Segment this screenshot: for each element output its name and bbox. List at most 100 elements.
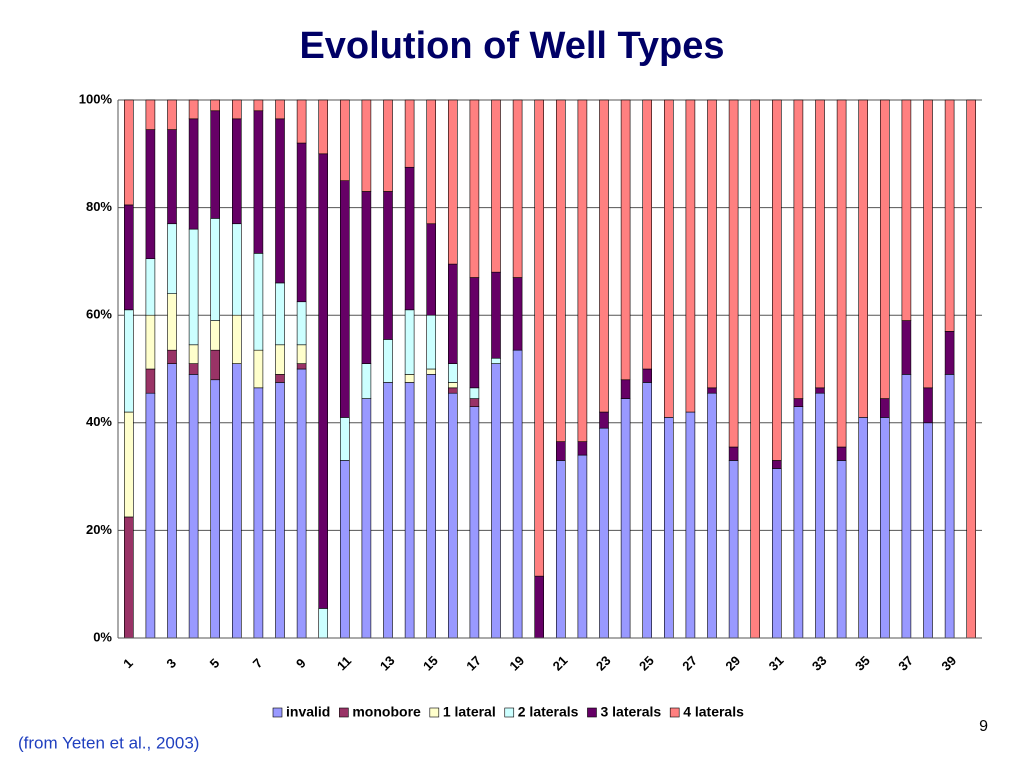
x-tick-label: 15	[420, 653, 441, 674]
x-tick-label: 3	[163, 655, 179, 671]
bar-segment	[339, 180, 350, 418]
x-tick-label: 23	[593, 653, 614, 674]
bar-segment	[145, 314, 156, 370]
legend-label: monobore	[352, 704, 421, 720]
bar-segment	[404, 382, 415, 639]
bar-segment	[275, 374, 285, 383]
legend-label: invalid	[286, 704, 330, 720]
x-tick-label: 21	[550, 653, 571, 674]
bar-segment	[469, 398, 480, 407]
y-tick-label: 100%	[79, 91, 113, 106]
bar-segment	[210, 349, 220, 381]
bar-segment	[642, 99, 653, 370]
bar-segment	[124, 204, 134, 311]
bar-segment	[253, 99, 264, 112]
bar-segment	[167, 363, 177, 639]
bar-segment	[707, 387, 717, 394]
bar-segment	[750, 99, 761, 639]
x-tick-label: 31	[766, 653, 787, 674]
bar-segment	[447, 392, 458, 639]
bar-segment	[620, 398, 631, 639]
bar-segment	[167, 349, 177, 364]
bar-segment	[491, 363, 501, 639]
bar-segment	[426, 99, 437, 225]
bar-segment	[728, 460, 739, 639]
legend-label: 3 laterals	[600, 704, 661, 720]
bar-segment	[534, 99, 545, 577]
bar-segment	[404, 374, 415, 383]
bar-segment	[447, 99, 458, 265]
bar-segment	[232, 118, 242, 225]
bar-segment	[771, 99, 782, 461]
bar-segment	[836, 99, 847, 448]
bar-segment	[663, 417, 674, 639]
legend-swatch	[339, 707, 349, 718]
bar-segment	[167, 223, 177, 294]
x-tick-label: 13	[377, 653, 398, 674]
x-tick-label: 5	[207, 655, 223, 671]
bar-segment	[145, 258, 156, 316]
bar-segment	[923, 99, 933, 389]
bar-segment	[685, 411, 696, 639]
bar-segment	[318, 153, 329, 609]
bar-segment	[491, 271, 501, 359]
bar-segment	[815, 387, 825, 394]
bar-segment	[642, 368, 653, 383]
bar-segment	[728, 99, 739, 448]
bar-segment	[339, 417, 350, 461]
bar-segment	[815, 99, 825, 389]
bar-segment	[188, 118, 199, 230]
x-tick-label: 27	[679, 653, 700, 674]
bar-segment	[469, 277, 480, 389]
bar-segment	[577, 454, 588, 639]
bar-segment	[318, 608, 329, 639]
x-tick-label: 37	[895, 653, 916, 674]
bar-segment	[296, 142, 307, 303]
bar-segment	[339, 460, 350, 639]
bar-segment	[793, 406, 804, 639]
x-tick-label: 39	[938, 653, 959, 674]
bar-segment	[426, 223, 437, 316]
x-tick-label: 17	[463, 653, 484, 674]
bar-segment	[815, 392, 825, 639]
bar-segment	[599, 99, 609, 413]
bar-segment	[793, 99, 804, 399]
bar-segment	[901, 99, 912, 321]
x-tick-label: 19	[506, 653, 527, 674]
bar-segment	[555, 441, 566, 461]
bar-segment	[124, 516, 134, 639]
bar-segment	[232, 223, 242, 316]
bar-segment	[188, 228, 199, 346]
bar-segment	[145, 368, 156, 394]
bar-segment	[707, 392, 717, 639]
bar-segment	[275, 282, 285, 346]
bar-segment	[771, 468, 782, 639]
bar-segment	[296, 99, 307, 144]
bar-segment	[296, 363, 307, 370]
bar-segment	[253, 110, 264, 254]
bar-segment	[188, 363, 199, 375]
bar-segment	[879, 99, 890, 399]
bar-segment	[210, 218, 220, 321]
bar-segment	[145, 129, 156, 260]
x-tick-label: 35	[852, 653, 873, 674]
bar-segment	[577, 99, 588, 442]
bar-segment	[296, 301, 307, 346]
bar-segment	[426, 314, 437, 370]
bar-segment	[253, 253, 264, 351]
bar-segment	[210, 99, 220, 112]
bar-segment	[167, 99, 177, 130]
bar-segment	[642, 382, 653, 639]
x-tick-label: 29	[722, 653, 743, 674]
chart-title: Evolution of Well Types	[299, 25, 724, 67]
bar-segment	[318, 99, 329, 155]
bar-segment	[447, 382, 458, 389]
legend-swatch	[272, 707, 283, 718]
bar-segment	[210, 379, 220, 639]
bar-segment	[879, 417, 890, 639]
x-tick-label: 25	[636, 653, 657, 674]
bar-segment	[339, 99, 350, 181]
page-number: 9	[979, 718, 988, 735]
bar-segment	[555, 460, 566, 639]
